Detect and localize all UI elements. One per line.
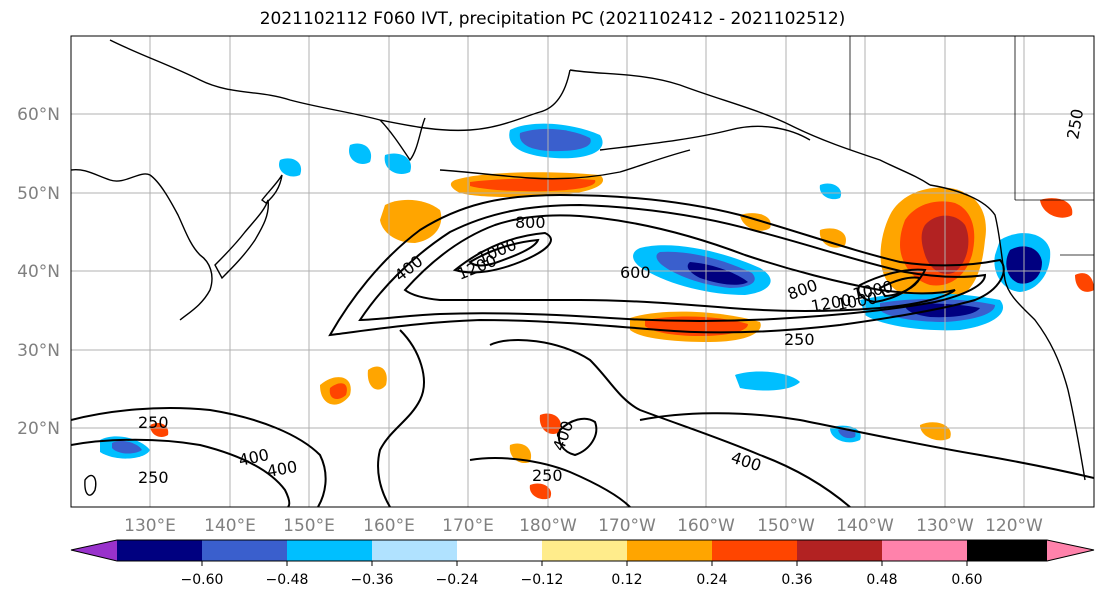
longitude-labels: 130°E 140°E 150°E 160°E 170°E 180°W 170°… [124,516,1043,536]
colorbar-tick-label: 0.12 [611,572,642,588]
lon-label: 140°E [204,516,256,536]
lon-label: 130°E [124,516,176,536]
lon-label: 140°W [836,516,894,536]
colorbar-tick-label: −0.12 [521,572,564,588]
colorbar-segment [542,540,627,561]
colorbar-min-extension [71,540,117,561]
lon-label: 150°W [757,516,815,536]
borders [849,36,1094,256]
lon-label: 180°W [519,516,577,536]
lon-label: 150°E [283,516,335,536]
colorbar-segment [457,540,542,561]
lon-label: 160°E [363,516,415,536]
contour-label: 600 [620,263,651,282]
colorbar-tick-label: −0.60 [181,572,224,588]
contour-label: 250 [784,330,815,349]
lat-label: 50°N [17,184,60,204]
colorbar-segment [967,540,1047,561]
colorbar-segment [882,540,967,561]
colorbar-segment [712,540,797,561]
colorbar: −0.60 −0.48 −0.36 −0.24 −0.12 0.12 0.24 … [70,539,1095,588]
lat-label: 60°N [17,105,60,125]
colorbar-tick-label: −0.24 [436,572,479,588]
colorbar-outline [70,539,1095,562]
colorbar-tick-label: 0.60 [951,572,982,588]
ivt-contours [71,193,1094,507]
colorbar-tick-label: 0.36 [781,572,812,588]
colorbar-tick-label: −0.48 [266,572,309,588]
colorbar-segment [287,540,372,561]
contour-label: 800 [515,213,546,232]
lat-label: 20°N [17,419,60,439]
lon-label: 130°W [916,516,974,536]
lon-label: 170°E [442,516,494,536]
colorbar-ticks [201,561,968,566]
lat-label: 40°N [17,262,60,282]
lon-label: 170°W [598,516,656,536]
latitude-labels: 60°N 50°N 40°N 30°N 20°N [17,105,60,439]
contour-label: 250 [532,466,563,485]
colorbar-tick-label: 0.24 [696,572,727,588]
lon-label: 120°W [985,516,1043,536]
colorbar-tick-label: −0.36 [351,572,394,588]
lat-label: 30°N [17,341,60,361]
contour-label: 250 [138,413,169,432]
colorbar-segment [627,540,712,561]
lon-label: 160°W [677,516,735,536]
colorbar-segment [117,540,202,561]
map-frame [70,35,1095,508]
colorbar-segment [202,540,287,561]
colorbar-max-extension [1047,540,1094,561]
coastlines [71,39,1086,496]
colorbar-segment [372,540,457,561]
chart-title: 2021102112 F060 IVT, precipitation PC (2… [259,9,846,29]
colorbar-tick-label: 0.48 [866,572,897,588]
colorbar-segment [797,540,882,561]
gridlines [71,36,1094,507]
contour-label: 250 [138,468,169,487]
